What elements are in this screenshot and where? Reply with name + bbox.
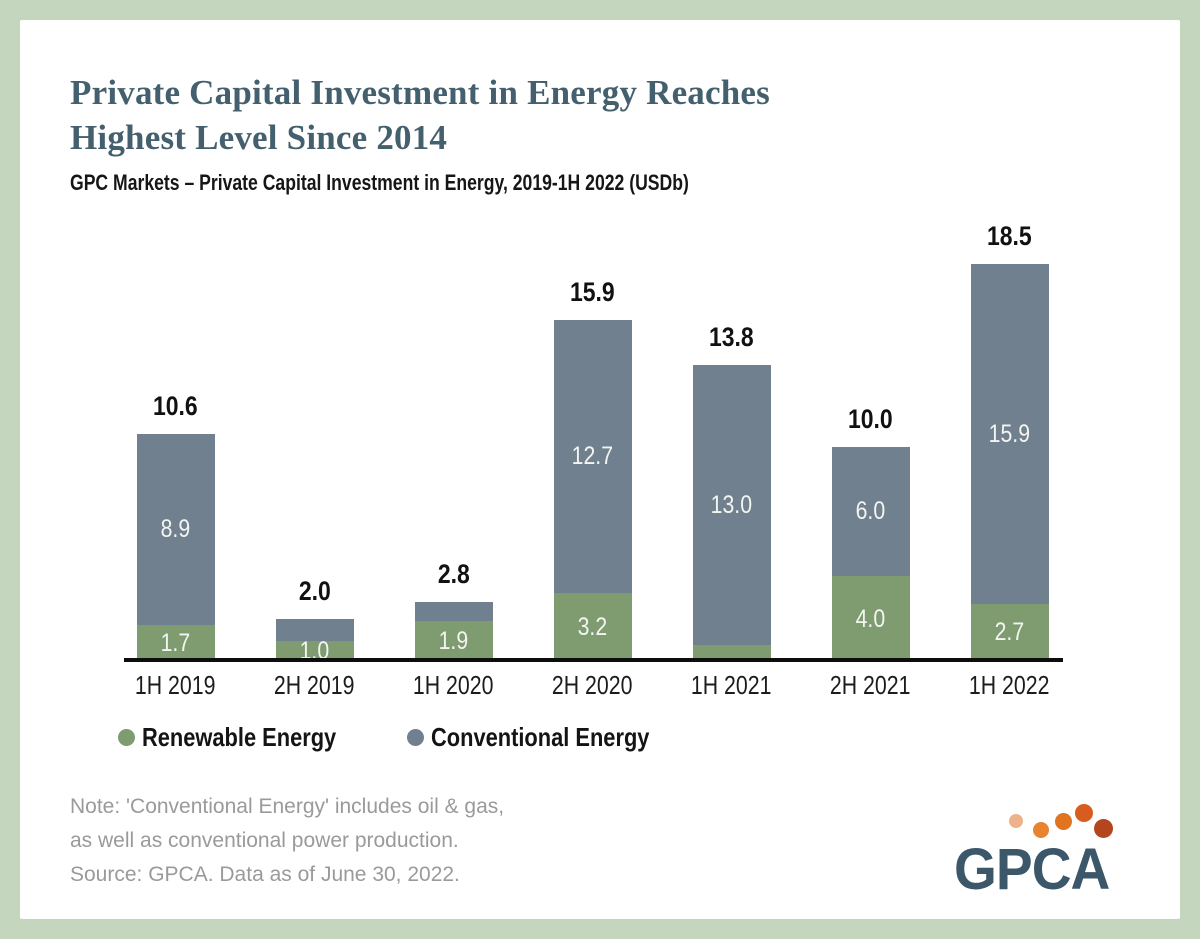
- legend-swatch-icon: [118, 729, 135, 746]
- bar-segment-conventional: 15.9: [970, 264, 1049, 604]
- legend-label: Renewable Energy: [142, 722, 337, 752]
- bar-segment-renewable: 1.7: [136, 625, 215, 662]
- bar-stack: 2.7 15.9: [970, 264, 1049, 662]
- x-axis-label: 2H 2021: [830, 670, 911, 700]
- bar-segment-label: 13.0: [710, 490, 753, 519]
- logo-dot-icon: [1075, 804, 1093, 822]
- note-line: Source: GPCA. Data as of June 30, 2022.: [70, 863, 460, 886]
- x-axis-label: 2H 2019: [274, 670, 355, 700]
- bar-stack: 3.2 12.7: [553, 320, 632, 662]
- x-axis-label: 1H 2020: [413, 670, 494, 700]
- infographic-page: Private Capital Investment in Energy Rea…: [20, 20, 1180, 919]
- note-line: Note: 'Conventional Energy' includes oil…: [70, 795, 505, 818]
- page-title: Private Capital Investment in Energy Rea…: [70, 73, 770, 157]
- bar-segment-label: 6.0: [855, 497, 886, 525]
- legend-swatch-icon: [407, 729, 425, 746]
- logo-text: GPCA: [954, 837, 1110, 902]
- bar-group: 1.7 8.9 10.6 1H 2019: [106, 220, 245, 700]
- bar-total-label: 2.0: [298, 576, 331, 606]
- bar-segment-label: 3.2: [577, 613, 608, 642]
- legend-label: Conventional Energy: [431, 722, 650, 752]
- bar-stack: 1.9: [414, 601, 493, 662]
- bar-segment-renewable: 2.7: [970, 603, 1049, 662]
- bar-segment-conventional: [414, 601, 493, 622]
- page-subtitle: GPC Markets – Private Capital Investment…: [70, 170, 689, 195]
- stacked-bar-chart: 1.7 8.9 10.6 1H 2019 1.0 2.0 2H 2019 1.9 2.8 1H 2…: [106, 220, 1079, 700]
- bar-segment-renewable: 4.0: [831, 576, 910, 662]
- logo-dot-icon: [1054, 812, 1072, 830]
- bar-group: 13.0 13.8 1H 2021: [662, 220, 801, 700]
- bar-total-label: 13.8: [709, 322, 754, 353]
- bar-segment-conventional: [275, 619, 354, 641]
- note-text: Note: 'Conventional Energy' includes oil…: [70, 790, 504, 892]
- gpca-logo: GPCA: [950, 802, 1170, 917]
- bar-stack: 4.0 6.0: [831, 447, 910, 662]
- bar-total-label: 10.0: [848, 404, 893, 434]
- x-axis-line: [124, 658, 1063, 662]
- bar-segment-label: 1.7: [160, 629, 191, 658]
- bar-segment-renewable: 1.9: [414, 621, 493, 662]
- bar-group: 1.9 2.8 1H 2020: [384, 220, 523, 700]
- legend-item: Conventional Energy: [407, 722, 691, 753]
- bar-segment-label: 15.9: [988, 419, 1031, 448]
- bar-segment-conventional: 8.9: [136, 434, 215, 626]
- bar-segment-label: 2.7: [994, 618, 1025, 647]
- note-line: as well as conventional power production…: [70, 829, 459, 852]
- bar-segment-label: 4.0: [855, 604, 886, 633]
- x-axis-label: 2H 2020: [552, 670, 633, 700]
- x-axis-label: 1H 2022: [969, 670, 1050, 700]
- bar-segment-conventional: 6.0: [831, 447, 910, 576]
- bar-total-label: 2.8: [437, 558, 470, 589]
- legend-item: Renewable Energy: [118, 722, 373, 753]
- x-axis-label: 1H 2019: [135, 670, 216, 700]
- bar-segment-renewable: [692, 644, 771, 662]
- bar-segment-label: 1.9: [438, 627, 469, 656]
- logo-dot-icon: [1009, 814, 1023, 828]
- bar-segment-label: 8.9: [160, 515, 191, 544]
- bar-group: 2.7 15.9 18.5 1H 2022: [940, 220, 1079, 700]
- bar-segment-conventional: 12.7: [553, 320, 632, 594]
- bar-group: 4.0 6.0 10.0 2H 2021: [801, 220, 940, 700]
- logo-dot-icon: [1033, 822, 1049, 838]
- bar-segment-label: 12.7: [571, 442, 614, 471]
- bar-total-label: 18.5: [987, 221, 1032, 252]
- logo-dot-icon: [1093, 818, 1113, 838]
- bar-group: 3.2 12.7 15.9 2H 2020: [523, 220, 662, 700]
- bar-total-label: 10.6: [153, 391, 198, 422]
- bar-stack: 13.0: [692, 365, 771, 662]
- bar-segment-renewable: 3.2: [553, 593, 632, 662]
- bar-stack: 1.7 8.9: [136, 434, 215, 662]
- bar-group: 1.0 2.0 2H 2019: [245, 220, 384, 700]
- bar-segment-conventional: 13.0: [692, 365, 771, 645]
- legend: Renewable Energy Conventional Energy: [118, 722, 691, 753]
- x-axis-label: 1H 2021: [691, 670, 772, 700]
- bar-stack: 1.0: [275, 619, 354, 665]
- bar-total-label: 15.9: [570, 277, 615, 308]
